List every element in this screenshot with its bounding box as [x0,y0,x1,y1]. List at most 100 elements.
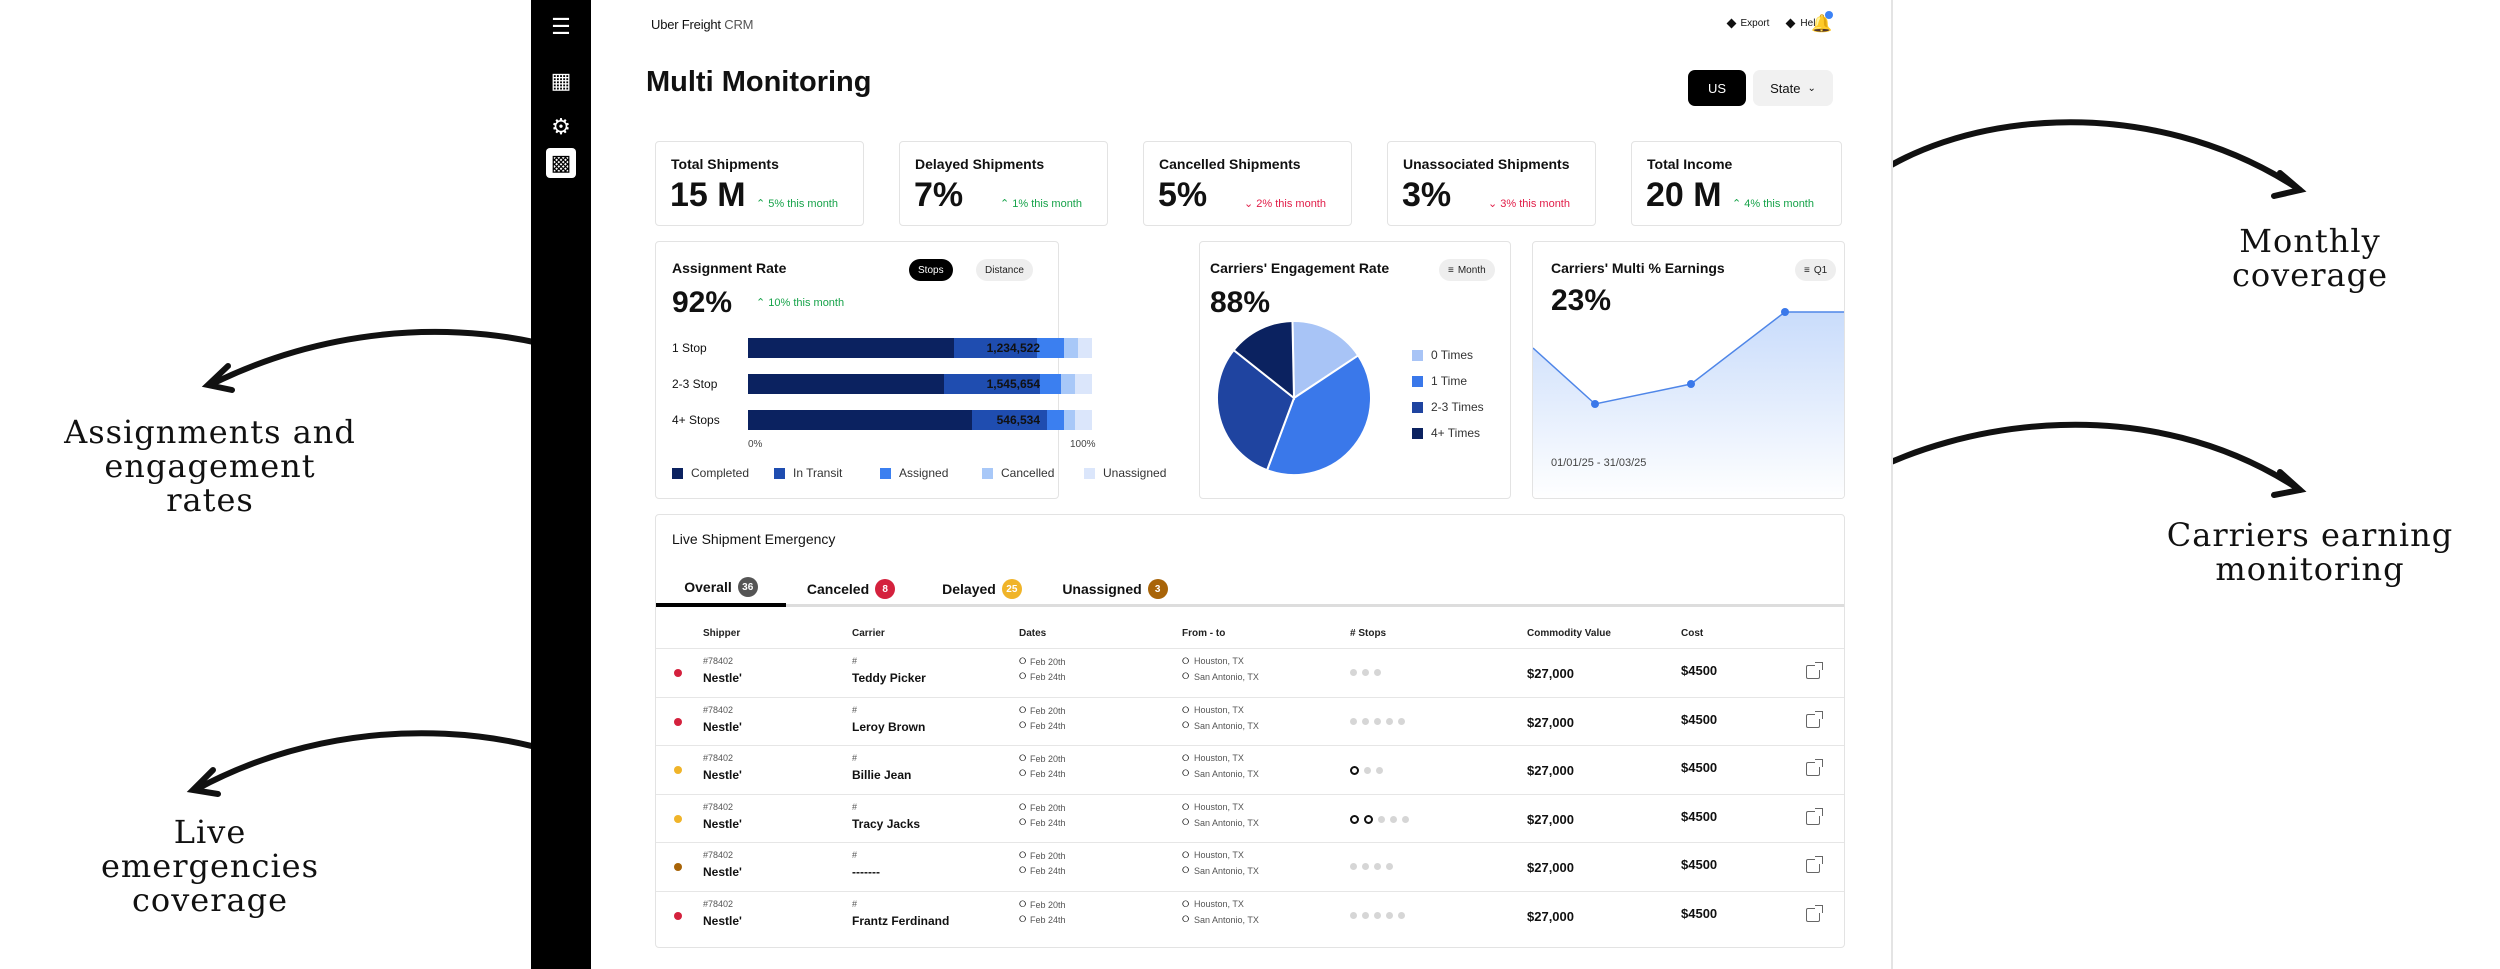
axis-end: 100% [1070,439,1096,450]
live-shipments-card: Live Shipment Emergency Overall 36 Cancele… [655,514,1845,948]
line-point [1781,308,1789,316]
date-end: Feb 24th [1030,914,1066,925]
legend-swatch [982,467,993,479]
live-title: Live Shipment Emergency [672,531,836,547]
menu-icon[interactable]: ☰ [551,14,571,39]
table-row[interactable]: #78402 Nestle' # Frantz Ferdinand ⭘ Feb 20th ⭘… [656,890,1844,939]
commodity-value: $27,000 [1527,908,1574,924]
carrier-id: # [852,801,858,812]
pie-slice [1291,320,1360,400]
tab-delayed[interactable]: Delayed 25 [932,571,1032,607]
route-to: San Antonio, TX [1194,769,1259,779]
count-badge: 36 [737,577,758,597]
arrow-down-icon: ⌄ [1244,198,1257,210]
pin-icon: ⭘ [1019,768,1027,778]
dashboard-icon[interactable]: ▦ [550,68,572,93]
shipper-name: Nestle' [703,671,742,685]
tab-unassigned[interactable]: Unassigned 3 [1055,571,1175,607]
annotation-monthly: Monthly coverage [2232,222,2388,294]
kpi-card: Cancelled Shipments 5% ⌄ 2% this month [1143,141,1352,226]
column-header: From - to [1182,628,1226,639]
export-link[interactable]: Export [1726,18,1769,29]
date-end: Feb 24th [1030,817,1066,828]
external-link-icon[interactable] [1806,710,1823,728]
kpi-label: Total Income [1647,156,1733,172]
bar-segment [1047,410,1065,430]
pin-icon: ⭘ [1182,801,1190,812]
external-link-icon[interactable] [1806,904,1823,922]
state-dropdown[interactable]: State ⌄ [1753,70,1833,106]
stop-dot [1374,669,1381,676]
distance-toggle[interactable]: Distance [976,259,1033,281]
kpi-card: Unassociated Shipments 3% ⌄ 3% this month [1387,141,1596,226]
kpi-value: 3% [1402,176,1452,214]
pin-icon: ⭘ [1019,816,1027,827]
pie-slice [1216,348,1296,472]
shipper-name: Nestle' [703,865,742,879]
table-row[interactable]: #78402 Nestle' # ------- ⭘ Feb 20th ⭘ Feb 24th ⭘… [656,842,1844,890]
bar-segment [1064,338,1079,358]
carrier-name: Teddy Picker [852,671,926,685]
us-button[interactable]: US [1688,70,1746,106]
date-end: Feb 24th [1030,672,1066,682]
stop-dot [1374,717,1381,725]
stop-dot [1350,717,1357,725]
carrier-name: ------- [852,865,880,879]
carrier-name: Tracy Jacks [852,816,921,831]
legend-swatch [774,467,785,479]
pin-icon: ⭘ [1019,865,1027,875]
status-dot [674,717,682,726]
table-row[interactable]: #78402 Nestle' # Leroy Brown ⭘ Feb 20th ⭘ Feb 2… [656,696,1844,745]
external-link-icon[interactable] [1806,807,1823,825]
filter-icon: ≡ [1804,264,1810,276]
legend-swatch [880,467,891,479]
commodity-value: $27,000 [1527,666,1574,681]
table-row[interactable]: #78402 Nestle' # Tracy Jacks ⭘ Feb 20th ⭘ Feb 2… [656,793,1844,842]
shipment-id: #78402 [703,704,734,715]
tab-canceled[interactable]: Canceled 8 [796,571,906,607]
arrow-down-icon: ⌄ [1488,198,1501,210]
route-from: Houston, TX [1194,850,1244,860]
stacked-bar [748,338,1092,358]
date-start: Feb 20th [1030,802,1066,813]
bar-segment [1078,338,1092,358]
tab-overall[interactable]: Overall 36 [656,571,786,607]
bell-icon[interactable]: 🔔 [1811,11,1833,34]
external-link-icon[interactable] [1806,759,1823,776]
shipment-id: #78402 [703,898,734,909]
stops-toggle[interactable]: Stops [909,259,953,281]
pin-icon: ⭘ [1182,671,1190,681]
legend-item: 0 Times [1412,348,1473,362]
table-row[interactable]: #78402 Nestle' # Teddy Picker ⭘ Feb 20th ⭘ Feb … [656,648,1844,696]
column-header: Carrier [852,628,885,639]
engagement-title: Carriers' Engagement Rate [1210,260,1390,276]
help-link[interactable]: Help [1785,18,1821,29]
stop-dot [1362,669,1369,676]
earnings-range: 01/01/25 - 31/03/25 [1551,457,1647,469]
blocks-icon[interactable]: ▩ [546,148,576,178]
external-link-icon[interactable] [1806,662,1823,679]
carrier-id: # [852,898,858,909]
bar-segment [1061,374,1075,394]
month-filter[interactable]: ≡ Month [1439,259,1495,281]
q1-filter[interactable]: ≡ Q1 [1795,259,1837,281]
gear-icon[interactable]: ⚙ [551,114,571,139]
commodity-value: $27,000 [1527,860,1574,875]
bar-segment [748,338,955,358]
carrier-id: # [852,850,858,860]
annotation-assign: Assignments and engagement rates [64,413,356,519]
brand-logo[interactable]: Uber Freight CRM [651,17,754,32]
bar-segment [1036,338,1065,358]
pin-icon: ⭘ [1182,898,1190,909]
engagement-rate-card: Carriers' Engagement Rate 88% ≡ Month 0 T… [1199,241,1511,499]
pin-icon: ⭘ [1019,801,1027,812]
external-link-icon[interactable] [1806,856,1823,873]
stacked-bar [748,410,1092,430]
carrier-id: # [852,656,858,666]
legend-swatch [1412,375,1423,387]
table-row[interactable]: #78402 Nestle' # Billie Jean ⭘ Feb 20th ⭘ Feb 2… [656,745,1844,793]
pin-icon: ⭘ [1182,865,1190,875]
legend-swatch [1412,427,1423,439]
stacked-bar [748,374,1092,394]
assignment-title: Assignment Rate [672,260,787,276]
